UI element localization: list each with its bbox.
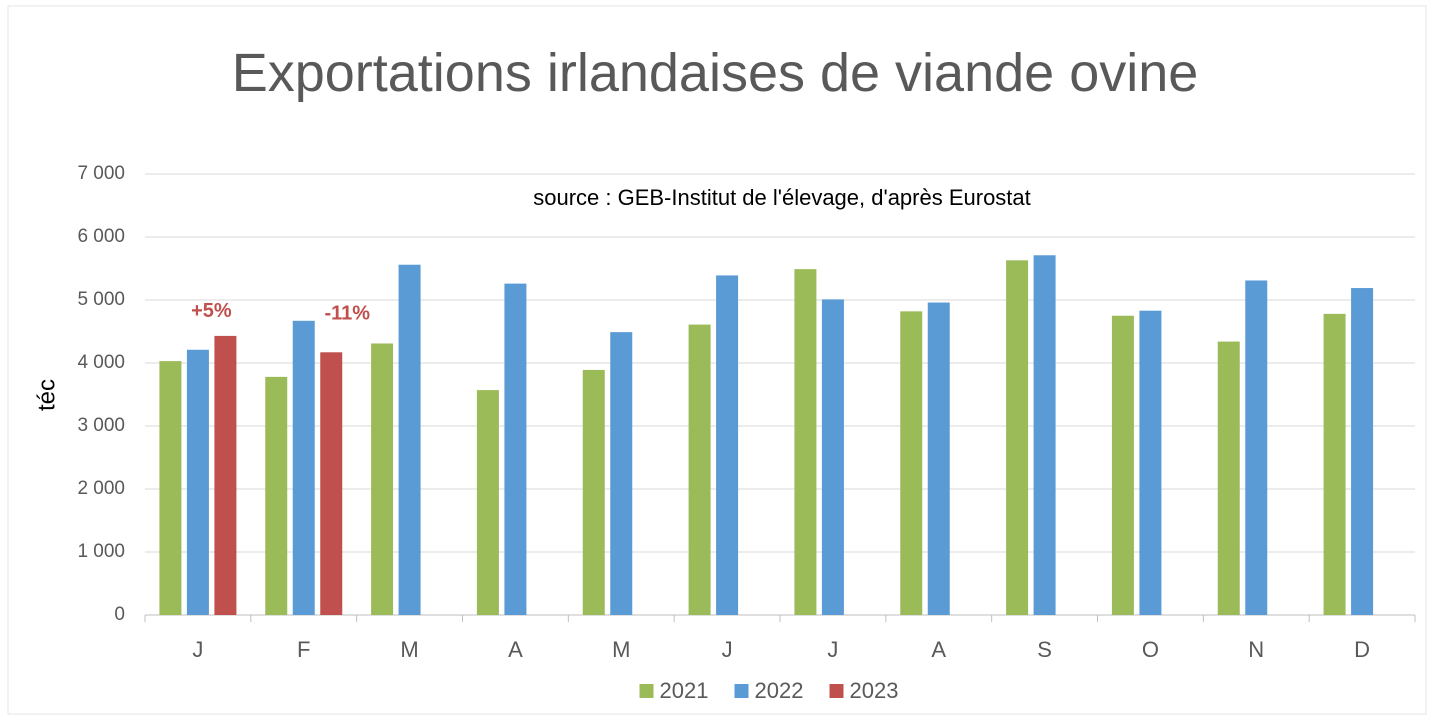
frame: [7, 5, 1427, 715]
bar: [1323, 313, 1346, 615]
x-tick-label: S: [1037, 637, 1052, 662]
legend-swatch: [639, 684, 654, 698]
bar: [1217, 341, 1240, 615]
annotation: +5%: [191, 300, 232, 322]
x-tick-label: A: [508, 637, 523, 662]
legend-swatch: [829, 684, 844, 698]
annotation: -11%: [324, 303, 370, 325]
bar: [265, 376, 288, 615]
y-tick-label: 0: [114, 604, 125, 625]
bar: [504, 283, 527, 615]
y-tick-label: 7 000: [77, 163, 125, 184]
bar: [159, 361, 182, 615]
bar: [476, 390, 499, 615]
chart-title: Exportations irlandaises de viande ovine: [231, 43, 1199, 103]
chart-subtitle: source : GEB-Institut de l'élevage, d'ap…: [533, 185, 1031, 210]
legend-label: 2022: [755, 678, 804, 703]
bar: [1351, 288, 1374, 615]
x-tick-label: F: [297, 637, 310, 662]
y-tick-label: 4 000: [77, 352, 125, 373]
x-tick-label: J: [722, 637, 733, 662]
x-tick-label: A: [931, 637, 946, 662]
y-tick-label: 2 000: [77, 478, 125, 499]
bar: [214, 335, 237, 615]
bar: [320, 352, 343, 615]
y-tick-label: 5 000: [77, 289, 125, 310]
bar: [292, 320, 315, 615]
bar: [1139, 310, 1162, 615]
y-tick-label: 1 000: [77, 541, 125, 562]
x-tick-label: N: [1248, 637, 1264, 662]
bar: [821, 299, 844, 615]
bar: [610, 332, 633, 615]
y-axis-label: téc: [33, 379, 60, 411]
bar: [794, 269, 817, 615]
y-tick-label: 6 000: [77, 226, 125, 247]
bar: [1033, 255, 1056, 615]
legend-label: 2021: [660, 678, 709, 703]
bar: [1245, 280, 1268, 615]
bar: [716, 275, 739, 615]
x-tick-label: J: [192, 637, 203, 662]
x-tick-label: O: [1142, 637, 1159, 662]
bar: [1111, 315, 1134, 615]
bar: [186, 349, 209, 615]
bar: [900, 311, 923, 615]
x-tick-label: M: [612, 637, 630, 662]
legend-label: 2023: [850, 678, 899, 703]
bar: [398, 264, 421, 615]
bar: [1006, 260, 1029, 615]
bar: [927, 302, 950, 615]
x-tick-label: D: [1354, 637, 1370, 662]
bar: [688, 324, 711, 615]
x-tick-label: M: [400, 637, 418, 662]
y-tick-label: 3 000: [77, 415, 125, 436]
x-tick-label: J: [827, 637, 838, 662]
legend-swatch: [734, 684, 749, 698]
bar: [371, 343, 394, 615]
bar: [582, 369, 605, 615]
